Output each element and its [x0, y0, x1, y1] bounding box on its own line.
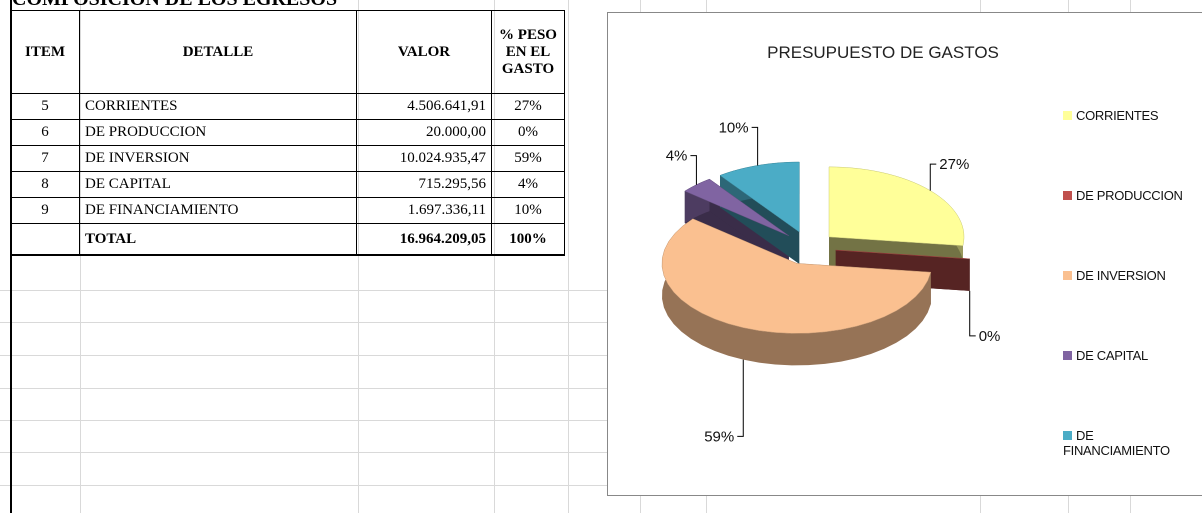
border [10, 0, 12, 513]
table-cell: 100% [491, 223, 565, 256]
slice-side [662, 218, 931, 366]
table-cell: 1.697.336,11 [356, 197, 492, 224]
data-label: 4% [666, 148, 688, 165]
table-cell: DE FINANCIAMIENTO [79, 197, 357, 224]
table-cell: 59% [491, 145, 565, 172]
grid-line [0, 452, 1202, 453]
table-cell: 4% [491, 171, 565, 198]
table-cell: 9 [10, 197, 80, 224]
table-cell: 6 [10, 119, 80, 146]
slice [828, 166, 965, 246]
table-row: 8 DE CAPITAL 715.295,56 4% [10, 171, 565, 198]
table-cell: 10% [491, 197, 565, 224]
table-row: TOTAL 16.964.209,05 100% [10, 223, 565, 256]
grid-line [80, 0, 81, 513]
leader-line [690, 155, 697, 185]
legend-swatch [1063, 191, 1072, 200]
grid-line [0, 322, 1202, 323]
legend-label: DE INVERSION [1076, 268, 1166, 283]
header-cell: DETALLE [79, 10, 357, 94]
chart: PRESUPUESTO DE GASTOS 27% 0% 59% 4% 10% CORRI… [607, 12, 1202, 496]
legend-item: DE FINANCIAMIENTO [1063, 428, 1202, 458]
legend-label: DE PRODUCCION [1076, 188, 1183, 203]
table-cell: 715.295,56 [356, 171, 492, 198]
legend-item: DE PRODUCCION [1063, 188, 1202, 203]
grid-line [0, 290, 1202, 291]
table-cell: 16.964.209,05 [356, 223, 492, 256]
legend-label: CORRIENTES [1076, 108, 1159, 123]
leader-line [737, 359, 744, 437]
table-cell: TOTAL [79, 223, 357, 256]
legend-label: DE FINANCIAMIENTO [1063, 428, 1170, 458]
table-cell: 10.024.935,47 [356, 145, 492, 172]
leader-line [929, 163, 937, 191]
header-cell: ITEM [10, 10, 80, 94]
leader-line [751, 126, 759, 166]
legend-item: CORRIENTES [1063, 108, 1202, 123]
grid-line [568, 0, 569, 513]
table-cell: 8 [10, 171, 80, 198]
table-cell: 5 [10, 93, 80, 120]
table-cell: CORRIENTES [79, 93, 357, 120]
legend-item: DE INVERSION [1063, 268, 1202, 283]
legend-swatch [1063, 271, 1072, 280]
grid-line [358, 0, 359, 513]
table-cell: DE INVERSION [79, 145, 357, 172]
legend-swatch [1063, 431, 1072, 440]
grid-line [494, 0, 495, 513]
table-cell: 0% [491, 119, 565, 146]
legend-label: DE CAPITAL [1076, 348, 1148, 363]
grid-line [0, 420, 1202, 421]
chart-title: PRESUPUESTO DE GASTOS [767, 43, 999, 62]
header-cell: VALOR [356, 10, 492, 94]
data-label: 59% [704, 428, 734, 445]
sheet-title: COMPOSICION DE LOS EGRESOS [12, 0, 337, 11]
data-label: 0% [979, 328, 1001, 345]
leader-line [969, 290, 976, 337]
table-row: 5 CORRIENTES 4.506.641,91 27% [10, 93, 565, 120]
table-row: 9 DE FINANCIAMIENTO 1.697.336,11 10% [10, 197, 565, 224]
pie-tops [661, 161, 970, 334]
legend-swatch [1063, 111, 1072, 120]
table-cell: 20.000,00 [356, 119, 492, 146]
table-cell: 7 [10, 145, 80, 172]
table-cell: DE CAPITAL [79, 171, 357, 198]
grid-line [0, 355, 1202, 356]
table-cell [10, 223, 80, 256]
header-cell: % PESO EN EL GASTO [491, 10, 565, 94]
legend-swatch [1063, 351, 1072, 360]
table-cell: DE PRODUCCION [79, 119, 357, 146]
table-cell: 4.506.641,91 [356, 93, 492, 120]
legend-item: DE CAPITAL [1063, 348, 1202, 363]
table-cell: 27% [491, 93, 565, 120]
data-label: 10% [719, 119, 749, 136]
pie-plot: 27% 0% 59% 4% 10% [661, 119, 1001, 445]
table-row: 7 DE INVERSION 10.024.935,47 59% [10, 145, 565, 172]
grid-line [0, 485, 1202, 486]
table-row: 6 DE PRODUCCION 20.000,00 0% [10, 119, 565, 146]
slice [661, 218, 932, 334]
grid-line [0, 388, 1202, 389]
data-label: 27% [939, 156, 969, 173]
